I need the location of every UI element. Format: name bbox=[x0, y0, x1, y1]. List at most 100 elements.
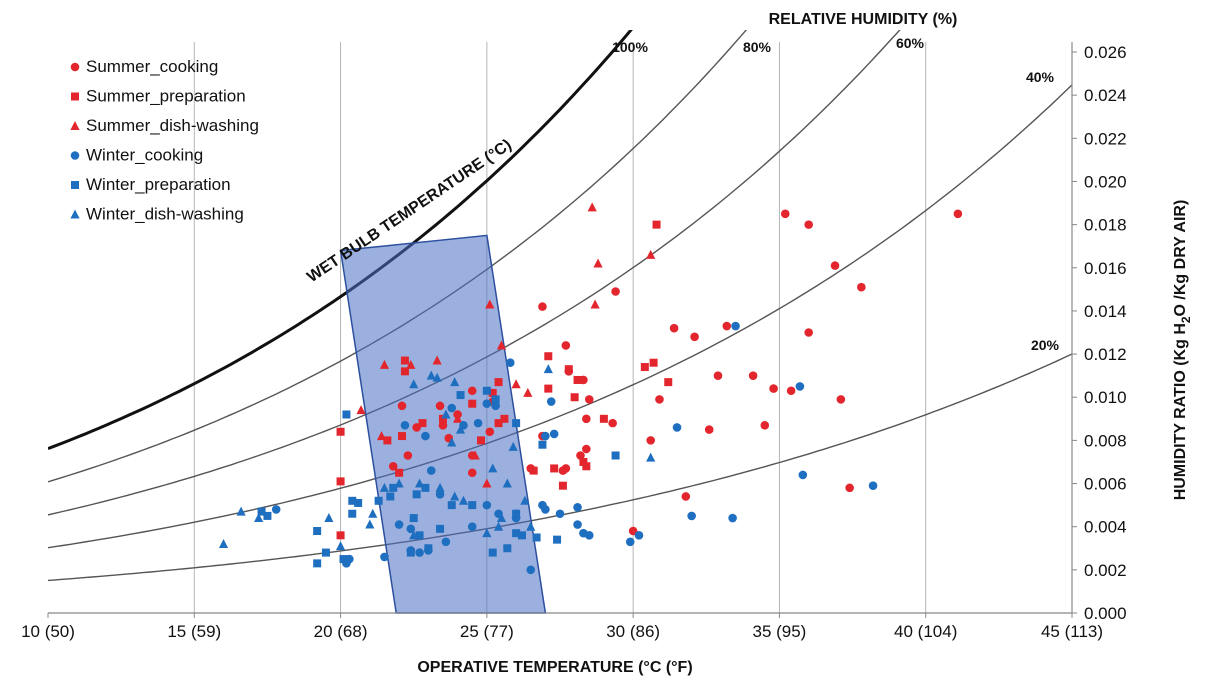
data-point bbox=[458, 495, 469, 505]
data-point bbox=[857, 282, 866, 292]
data-point bbox=[640, 363, 649, 372]
data-point bbox=[488, 463, 498, 473]
data-point bbox=[553, 535, 562, 544]
data-point bbox=[236, 506, 246, 516]
data-points bbox=[218, 202, 963, 575]
data-point bbox=[365, 519, 375, 529]
data-point bbox=[836, 395, 846, 404]
data-point bbox=[561, 464, 571, 473]
data-point bbox=[441, 537, 451, 547]
legend-marker bbox=[71, 92, 79, 101]
y-tick-label: 0.024 bbox=[1084, 86, 1127, 105]
legend-marker bbox=[70, 209, 80, 219]
data-point bbox=[386, 492, 395, 501]
data-point bbox=[406, 548, 415, 557]
data-point bbox=[409, 530, 419, 540]
data-point bbox=[409, 514, 418, 523]
data-point bbox=[555, 509, 565, 519]
legend-marker bbox=[70, 62, 80, 72]
data-point bbox=[646, 436, 655, 445]
data-point bbox=[335, 541, 346, 551]
data-point bbox=[687, 511, 696, 521]
data-point bbox=[436, 524, 445, 533]
data-point bbox=[485, 299, 495, 309]
data-point bbox=[218, 538, 229, 548]
data-point bbox=[546, 397, 556, 406]
data-point bbox=[400, 367, 409, 376]
legend: Summer_cooking Summer_preparation Summer_d… bbox=[70, 57, 259, 224]
legend-item: Summer_dish-washing bbox=[70, 116, 259, 135]
legend-marker bbox=[70, 151, 80, 160]
data-point bbox=[544, 384, 553, 393]
data-point bbox=[593, 258, 603, 268]
data-point bbox=[573, 520, 582, 529]
data-point bbox=[494, 378, 503, 387]
data-point bbox=[541, 431, 550, 441]
data-point bbox=[517, 531, 526, 540]
legend-label: Winter_preparation bbox=[86, 175, 231, 194]
data-point bbox=[672, 423, 682, 432]
data-point bbox=[511, 508, 521, 518]
relative-humidity-curves bbox=[48, 30, 1073, 582]
rh-curve-100 bbox=[48, 30, 633, 451]
data-point bbox=[342, 410, 351, 419]
data-point bbox=[573, 375, 582, 384]
data-point bbox=[447, 501, 456, 510]
data-point bbox=[482, 478, 492, 488]
data-point bbox=[704, 425, 714, 434]
data-point bbox=[649, 358, 658, 367]
data-point bbox=[412, 490, 421, 499]
data-point bbox=[456, 391, 465, 400]
y-tick-label: 0.010 bbox=[1084, 388, 1127, 407]
data-point bbox=[406, 524, 416, 534]
data-point bbox=[538, 440, 547, 449]
legend-item: Winter_preparation bbox=[71, 175, 231, 194]
legend-label: Winter_dish-washing bbox=[86, 205, 244, 224]
data-point bbox=[795, 382, 805, 391]
data-point bbox=[491, 395, 500, 404]
data-point bbox=[511, 379, 521, 389]
data-point bbox=[374, 496, 383, 505]
legend-label: Summer_cooking bbox=[86, 57, 218, 76]
rh-curve-40 bbox=[48, 84, 1073, 549]
data-point bbox=[482, 386, 491, 395]
data-point bbox=[493, 521, 504, 531]
data-point bbox=[532, 533, 541, 542]
y-tick-label: 0.018 bbox=[1084, 216, 1127, 235]
data-point bbox=[450, 491, 460, 501]
data-point bbox=[868, 481, 878, 490]
data-point bbox=[582, 444, 591, 454]
data-point bbox=[713, 371, 723, 380]
data-point bbox=[496, 513, 507, 523]
data-point bbox=[383, 436, 392, 445]
legend-marker bbox=[70, 121, 80, 130]
data-point bbox=[646, 249, 656, 259]
legend-label: Summer_dish-washing bbox=[86, 116, 259, 135]
data-point bbox=[453, 413, 463, 423]
data-point bbox=[336, 477, 345, 486]
data-point bbox=[441, 409, 451, 419]
data-point bbox=[523, 387, 533, 397]
data-point bbox=[512, 419, 521, 428]
data-point bbox=[491, 401, 500, 411]
data-point bbox=[380, 552, 389, 562]
data-point bbox=[394, 520, 404, 529]
data-point bbox=[406, 359, 416, 369]
data-point bbox=[388, 461, 398, 471]
data-point bbox=[467, 468, 477, 478]
data-point bbox=[529, 466, 538, 475]
data-point bbox=[526, 521, 536, 531]
x-tick-label: 10 (50) bbox=[21, 622, 75, 641]
y-tick-label: 0.012 bbox=[1084, 345, 1127, 364]
data-point bbox=[403, 451, 413, 460]
rh-label-60: 60% bbox=[896, 35, 925, 51]
data-point bbox=[804, 328, 813, 337]
legend-marker bbox=[71, 181, 79, 189]
data-point bbox=[379, 359, 390, 369]
data-point bbox=[468, 501, 477, 510]
legend-label: Winter_cooking bbox=[86, 146, 203, 165]
x-tick-label: 25 (77) bbox=[460, 622, 514, 641]
legend-item: Winter_dish-washing bbox=[70, 205, 244, 224]
data-point bbox=[512, 529, 521, 538]
data-point bbox=[564, 365, 573, 374]
